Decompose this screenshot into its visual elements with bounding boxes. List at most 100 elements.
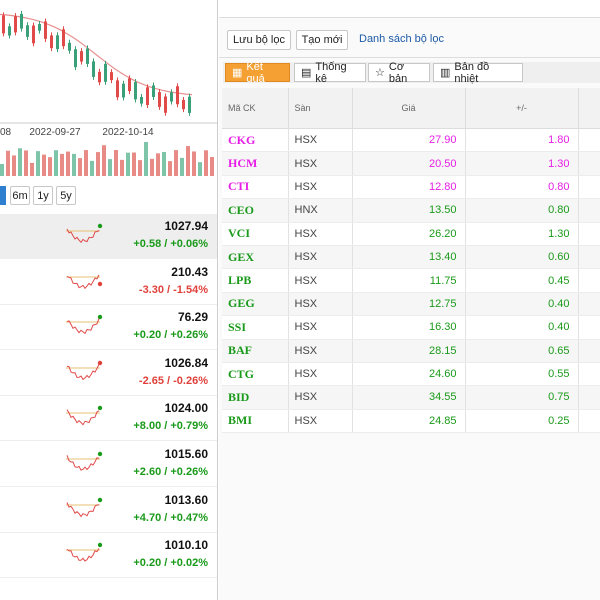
table-cell-extra bbox=[578, 292, 600, 317]
table-row[interactable]: BMI HSX 24.85 0.25 bbox=[222, 409, 600, 434]
index-row[interactable]: 1010.10 +0.20 / +0.02% bbox=[0, 533, 217, 579]
candle-body bbox=[104, 63, 107, 82]
table-cell-extra bbox=[578, 385, 600, 410]
column-header[interactable]: Mã CK bbox=[222, 88, 289, 129]
table-row[interactable]: CKG HSX 27.90 1.80 bbox=[222, 128, 600, 153]
table-row[interactable]: CTG HSX 24.60 0.55 bbox=[222, 362, 600, 387]
table-row[interactable]: SSI HSX 16.30 0.40 bbox=[222, 315, 600, 340]
exchange: HSX bbox=[288, 385, 353, 410]
filter-list-link[interactable]: Danh sách bộ lọc bbox=[359, 33, 444, 45]
table-cell-extra bbox=[578, 151, 600, 176]
sparkline-path bbox=[66, 363, 100, 381]
change: 1.30 bbox=[465, 151, 579, 176]
table-cell-extra bbox=[578, 315, 600, 340]
candle-body bbox=[92, 61, 95, 77]
column-header[interactable]: Giá bbox=[352, 88, 466, 129]
tab-icon: ▥ bbox=[440, 67, 451, 79]
exchange: HSX bbox=[288, 222, 353, 246]
table-row[interactable]: LPB HSX 11.75 0.45 bbox=[222, 268, 600, 293]
index-change: +4.70 / +0.47% bbox=[133, 511, 208, 524]
exchange: HSX bbox=[288, 362, 353, 387]
toolbar-button[interactable]: Lưu bộ lọc bbox=[227, 30, 291, 50]
table-row[interactable]: CTI HSX 12.80 0.80 bbox=[222, 175, 600, 200]
table-cell-extra bbox=[578, 128, 600, 153]
candle-body bbox=[164, 96, 167, 113]
sparkline-path bbox=[66, 501, 100, 517]
volume-bar bbox=[48, 157, 52, 176]
price: 13.50 bbox=[352, 198, 466, 223]
stock-code: SSI bbox=[222, 315, 289, 340]
candle-body bbox=[14, 16, 17, 33]
volume-bar bbox=[186, 146, 190, 176]
toolbar-button[interactable]: Tạo mới bbox=[296, 30, 348, 50]
tab[interactable]: ▦ Kết quả bbox=[225, 61, 290, 85]
index-row[interactable]: 1013.60 +4.70 / +0.47% bbox=[0, 488, 217, 533]
sparkline bbox=[66, 314, 103, 335]
column-header[interactable]: Sàn bbox=[288, 88, 353, 129]
stock-code: GEX bbox=[222, 245, 289, 270]
volume-bar bbox=[114, 150, 118, 176]
table-row[interactable]: BID HSX 34.55 0.75 bbox=[222, 385, 600, 410]
sparkline-end bbox=[97, 451, 103, 457]
exchange: HSX bbox=[288, 339, 353, 363]
volume-bar bbox=[120, 159, 124, 176]
index-change: +0.58 / +0.06% bbox=[133, 238, 208, 250]
range-button[interactable]: 6m bbox=[10, 186, 30, 205]
price: 11.75 bbox=[352, 268, 466, 293]
table-row[interactable]: VCI HSX 26.20 1.30 bbox=[222, 222, 600, 246]
candle-body bbox=[2, 15, 5, 34]
candle-body bbox=[182, 99, 185, 110]
stock-code: CTG bbox=[222, 362, 289, 387]
volume-bar bbox=[204, 150, 208, 176]
price: 12.75 bbox=[352, 292, 466, 317]
volume-bar bbox=[156, 153, 160, 176]
table-row[interactable]: GEX HSX 13.40 0.60 bbox=[222, 245, 600, 270]
tab-label: Thống kê bbox=[315, 60, 347, 85]
tab[interactable]: ▤ Thống kê bbox=[294, 60, 366, 85]
change: 0.40 bbox=[465, 315, 579, 340]
index-row[interactable]: 1027.94 +0.58 / +0.06% bbox=[0, 214, 217, 259]
index-row[interactable]: 1015.60 +2.60 / +0.26% bbox=[0, 442, 217, 487]
candle-body bbox=[62, 29, 65, 47]
price: 28.15 bbox=[352, 339, 466, 363]
column-header[interactable]: +/- bbox=[465, 88, 579, 129]
right-panel: Lưu bộ lọc Tạo mới Danh sách bộ lọc ▦ Kết q… bbox=[219, 0, 600, 600]
index-row[interactable]: 210.43 -3.30 / -1.54% bbox=[0, 260, 217, 305]
volume-bar bbox=[0, 164, 4, 176]
range-button[interactable]: 5y bbox=[56, 186, 76, 205]
tab-icon: ☆ bbox=[375, 67, 385, 79]
table-row[interactable]: BAF HSX 28.15 0.65 bbox=[222, 339, 600, 363]
tab[interactable]: ☆ Cơ bản bbox=[368, 61, 430, 85]
range-button-active[interactable] bbox=[0, 186, 6, 205]
exchange: HSX bbox=[288, 245, 353, 270]
candle-body bbox=[128, 78, 131, 92]
change: 0.65 bbox=[465, 339, 579, 363]
index-value: 1024.00 bbox=[164, 401, 208, 416]
volume-bar bbox=[144, 142, 148, 176]
stock-code: BAF bbox=[222, 339, 289, 363]
table-cell-extra bbox=[578, 362, 600, 387]
range-buttons: 6m 1y 5y bbox=[0, 186, 217, 206]
volume-bar bbox=[210, 156, 214, 176]
tab-icon: ▤ bbox=[301, 67, 312, 79]
volume-bar bbox=[12, 155, 16, 176]
tab[interactable]: ▥ Bản đồ nhiệt bbox=[433, 61, 523, 85]
table-cell-extra bbox=[578, 222, 600, 246]
header-strip bbox=[219, 0, 600, 18]
volume-bar bbox=[24, 150, 28, 176]
table-row[interactable]: HCM HSX 20.50 1.30 bbox=[222, 151, 600, 176]
table-body: CKG HSX 27.90 1.80 HCM HSX 20.50 1.30 CTI HSX 12.8… bbox=[222, 128, 600, 434]
table-row[interactable]: GEG HSX 12.75 0.40 bbox=[222, 292, 600, 317]
exchange: HNX bbox=[288, 198, 353, 223]
index-row[interactable]: 76.29 +0.20 / +0.26% bbox=[0, 305, 217, 351]
candle-body bbox=[26, 25, 29, 37]
index-row[interactable]: 1026.84 -2.65 / -0.26% bbox=[0, 351, 217, 396]
volume-bar bbox=[60, 153, 64, 176]
index-row[interactable]: 1024.00 +8.00 / +0.79% bbox=[0, 396, 217, 442]
x-axis-label: 08 bbox=[0, 127, 12, 138]
change: 0.45 bbox=[465, 268, 579, 293]
price: 12.80 bbox=[352, 175, 466, 200]
index-change: -2.65 / -0.26% bbox=[138, 374, 208, 387]
range-button[interactable]: 1y bbox=[33, 186, 53, 205]
table-row[interactable]: CEO HNX 13.50 0.80 bbox=[222, 198, 600, 223]
